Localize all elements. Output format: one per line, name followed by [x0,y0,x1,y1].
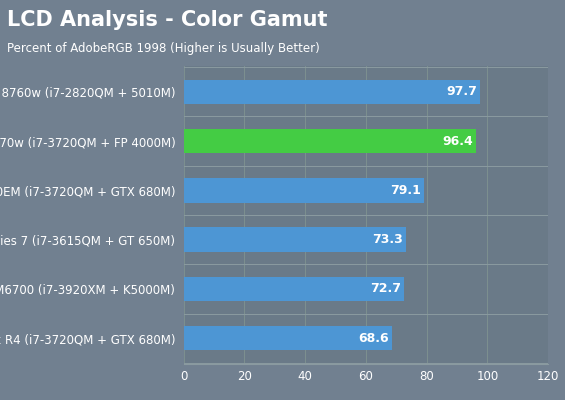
Bar [184,129,476,154]
Text: 73.3: 73.3 [372,233,403,246]
Text: 96.4: 96.4 [442,135,473,148]
Text: 68.6: 68.6 [358,332,389,345]
Bar [184,80,480,104]
Bar [184,178,424,203]
Text: 97.7: 97.7 [446,85,477,98]
Text: 72.7: 72.7 [371,282,401,295]
Bar [184,326,392,350]
Text: LCD Analysis - Color Gamut: LCD Analysis - Color Gamut [7,10,328,30]
Bar [184,276,405,301]
Text: 79.1: 79.1 [390,184,421,197]
Text: Percent of AdobeRGB 1998 (Higher is Usually Better): Percent of AdobeRGB 1998 (Higher is Usua… [7,42,320,55]
Bar [184,227,406,252]
